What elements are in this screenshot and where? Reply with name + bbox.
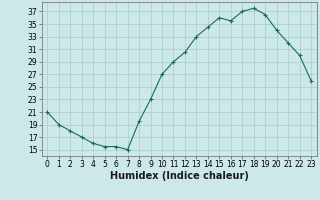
X-axis label: Humidex (Indice chaleur): Humidex (Indice chaleur) xyxy=(110,171,249,181)
